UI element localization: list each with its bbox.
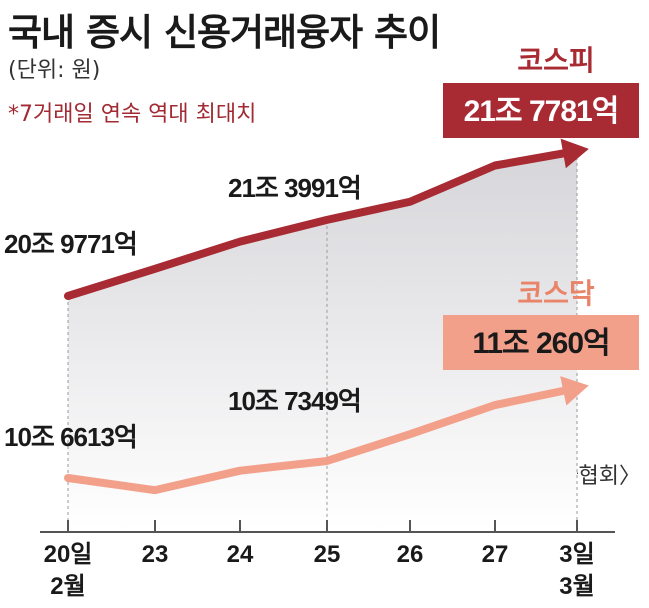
kosdaq-arrow-head bbox=[560, 376, 589, 406]
x-tick-label: 26 bbox=[397, 541, 424, 568]
kospi-mid-label: 21조 3991억 bbox=[228, 173, 361, 203]
kosdaq-series-name: 코스닥 bbox=[517, 278, 595, 309]
kospi-highlight-value: 21조 7781억 bbox=[464, 95, 619, 128]
kospi-highlight-box bbox=[443, 83, 639, 138]
x-tick-label: 23 bbox=[142, 541, 169, 568]
x-tick-sublabel: 3월 bbox=[559, 573, 594, 600]
x-tick-label: 3일 bbox=[559, 541, 594, 568]
kospi-arrow-head bbox=[560, 138, 589, 169]
kospi-area-shade bbox=[68, 151, 577, 530]
x-tick-label: 20일 bbox=[44, 541, 93, 568]
kosdaq-highlight-value: 11조 260억 bbox=[472, 327, 609, 360]
kosdaq-mid-label: 10조 7349억 bbox=[228, 386, 361, 416]
x-tick-label: 24 bbox=[227, 541, 254, 568]
unit-label: (단위: 원) bbox=[8, 58, 101, 83]
kosdaq-start-label: 10조 6613억 bbox=[4, 422, 137, 452]
kosdaq-highlight-box bbox=[443, 315, 639, 370]
x-tick-label: 25 bbox=[314, 541, 341, 568]
x-tick-sublabel: 2월 bbox=[50, 573, 85, 600]
kospi-start-label: 20조 9771억 bbox=[4, 229, 137, 259]
record-note: *7거래일 연속 역대 최대치 bbox=[8, 102, 257, 127]
x-tick-label: 27 bbox=[482, 541, 509, 568]
chart-title: 국내 증시 신용거래융자 추이 bbox=[8, 11, 441, 54]
kospi-series-name: 코스피 bbox=[517, 45, 594, 76]
